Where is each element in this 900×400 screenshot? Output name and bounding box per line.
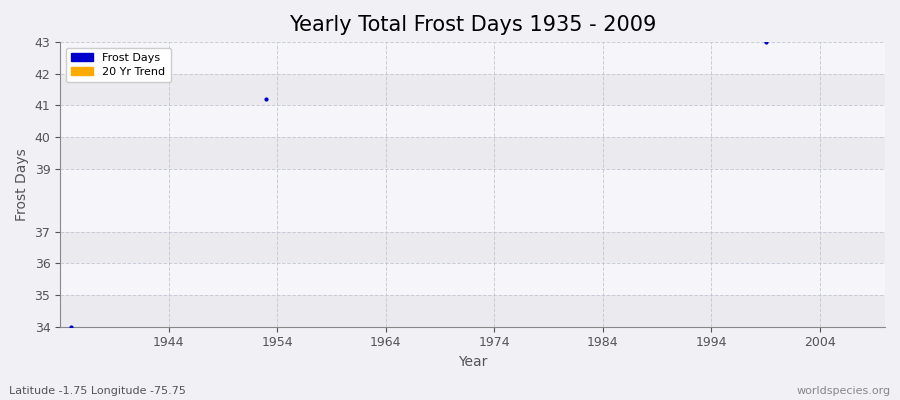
Bar [60,295,885,327]
Bar [60,74,885,105]
Bar [60,105,885,137]
Y-axis label: Frost Days: Frost Days [15,148,29,221]
Bar [60,169,885,232]
Text: Latitude -1.75 Longitude -75.75: Latitude -1.75 Longitude -75.75 [9,386,186,396]
Bar [60,264,885,295]
Point [259,96,274,102]
Text: worldspecies.org: worldspecies.org [796,386,891,396]
Point [64,324,78,330]
Point [759,39,773,45]
Bar [60,232,885,264]
Bar [60,137,885,169]
X-axis label: Year: Year [458,355,487,369]
Legend: Frost Days, 20 Yr Trend: Frost Days, 20 Yr Trend [66,48,171,82]
Bar [60,42,885,74]
Title: Yearly Total Frost Days 1935 - 2009: Yearly Total Frost Days 1935 - 2009 [289,15,656,35]
